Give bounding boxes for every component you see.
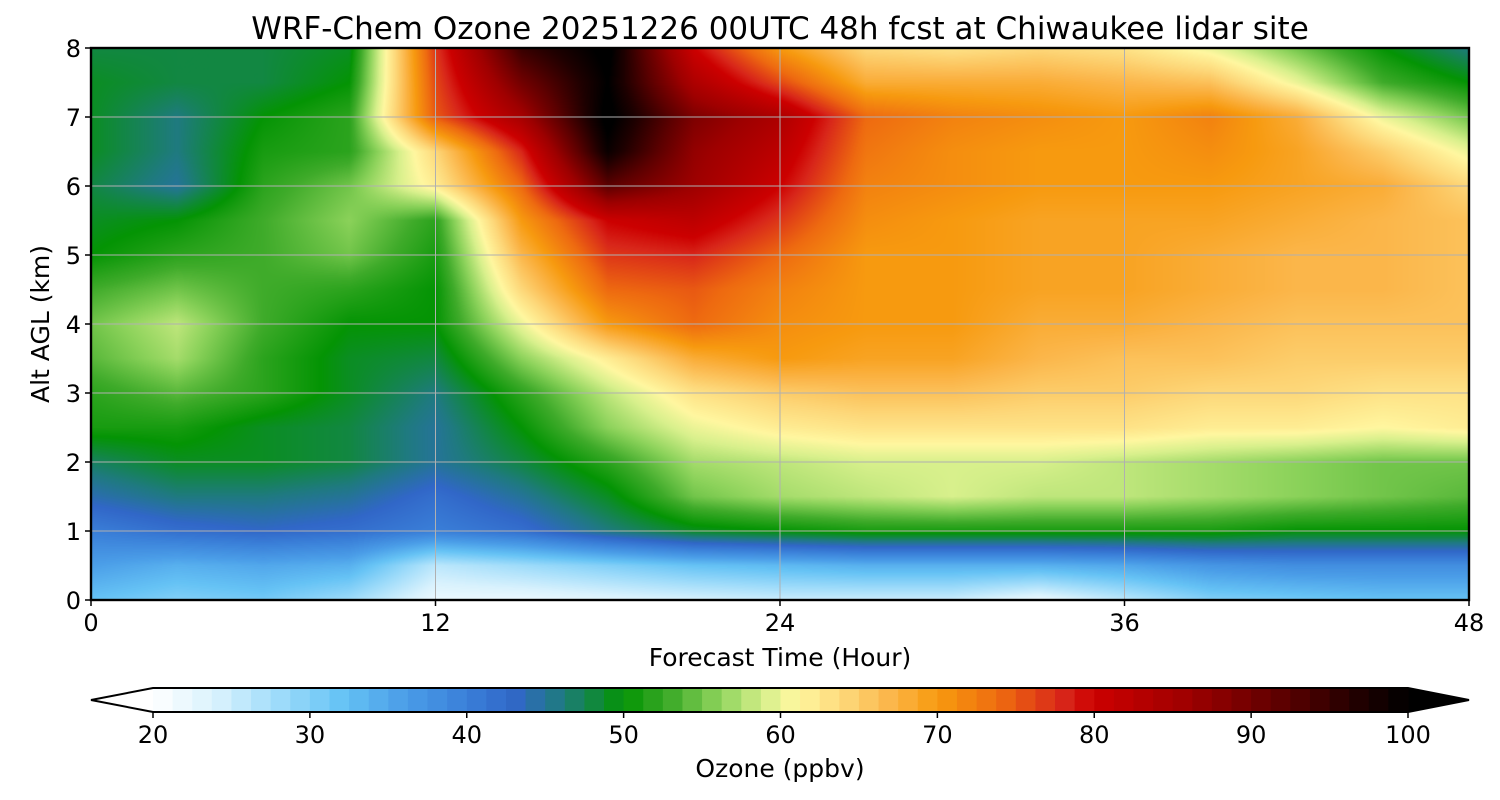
colorbar-swatch bbox=[1094, 688, 1115, 712]
x-tick-label: 48 bbox=[1454, 609, 1485, 637]
colorbar-swatch bbox=[1113, 688, 1135, 712]
colorbar-swatch bbox=[721, 688, 742, 712]
colorbar-tick-label: 90 bbox=[1236, 721, 1267, 749]
colorbar-swatch bbox=[427, 688, 448, 712]
colorbar-swatch bbox=[1388, 688, 1409, 712]
colorbar-swatch bbox=[1368, 688, 1389, 712]
y-tick-label: 1 bbox=[66, 518, 81, 546]
colorbar-swatch bbox=[505, 688, 527, 712]
x-tick-label: 36 bbox=[1109, 609, 1140, 637]
colorbar-tick-label: 50 bbox=[608, 721, 639, 749]
colorbar-swatch bbox=[839, 688, 860, 712]
x-tick-label: 24 bbox=[765, 609, 796, 637]
colorbar bbox=[90, 687, 1470, 713]
colorbar-max-extension bbox=[1408, 688, 1469, 712]
colorbar-tick-label: 100 bbox=[1385, 721, 1431, 749]
colorbar-tick-label: 60 bbox=[765, 721, 796, 749]
y-tick-label: 5 bbox=[66, 242, 81, 270]
colorbar-swatch bbox=[290, 688, 311, 712]
colorbar-swatch bbox=[623, 688, 644, 712]
colorbar-swatch bbox=[153, 688, 174, 712]
colorbar-swatch bbox=[564, 688, 586, 712]
colorbar-ticks: 20 30 40 50 60 70 80 90 100 bbox=[138, 712, 1431, 749]
colorbar-swatch bbox=[368, 688, 389, 712]
colorbar-swatch bbox=[1153, 688, 1174, 712]
colorbar-swatch bbox=[976, 688, 997, 712]
y-tick-label: 2 bbox=[66, 449, 81, 477]
colorbar-swatch bbox=[1055, 688, 1076, 712]
colorbar-swatch bbox=[682, 688, 703, 712]
y-tick-label: 7 bbox=[66, 104, 81, 132]
colorbar-swatch bbox=[211, 688, 233, 712]
colorbar-tick-label: 80 bbox=[1079, 721, 1110, 749]
colorbar-swatch bbox=[1074, 688, 1095, 712]
colorbar-swatch bbox=[702, 688, 723, 712]
colorbar-swatch bbox=[917, 688, 938, 712]
colorbar-swatch bbox=[741, 688, 762, 712]
colorbar-swatch bbox=[937, 688, 958, 712]
chart-title: WRF-Chem Ozone 20251226 00UTC 48h fcst a… bbox=[251, 11, 1309, 47]
colorbar-swatch bbox=[270, 688, 291, 712]
colorbar-swatch bbox=[1172, 688, 1193, 712]
colorbar-swatch bbox=[1231, 688, 1252, 712]
colorbar-swatch bbox=[309, 688, 331, 712]
colorbar-swatch bbox=[1192, 688, 1213, 712]
colorbar-swatch bbox=[898, 688, 919, 712]
colorbar-swatch bbox=[172, 688, 193, 712]
y-tick-label: 8 bbox=[66, 35, 81, 63]
colorbar-swatch bbox=[388, 688, 409, 712]
colorbar-swatch bbox=[1290, 688, 1311, 712]
colorbar-swatch bbox=[1015, 688, 1037, 712]
y-tick-label: 6 bbox=[66, 173, 81, 201]
colorbar-tick-label: 30 bbox=[295, 721, 326, 749]
colorbar-swatch bbox=[1035, 688, 1056, 712]
colorbar-swatch bbox=[407, 688, 429, 712]
colorbar-swatch bbox=[780, 688, 801, 712]
colorbar-swatch bbox=[329, 688, 350, 712]
y-tick-label: 0 bbox=[66, 587, 81, 615]
x-tick-label: 0 bbox=[83, 609, 98, 637]
y-axis-label: Alt AGL (km) bbox=[26, 245, 55, 403]
colorbar-tick-label: 20 bbox=[138, 721, 169, 749]
colorbar-swatch bbox=[662, 688, 684, 712]
colorbar-swatch bbox=[956, 688, 978, 712]
colorbar-swatch bbox=[251, 688, 272, 712]
colorbar-swatch bbox=[1309, 688, 1331, 712]
colorbar-swatch bbox=[760, 688, 782, 712]
colorbar-swatch bbox=[584, 688, 605, 712]
x-axis: 0 12 24 36 48 bbox=[83, 600, 1484, 637]
colorbar-swatch bbox=[996, 688, 1017, 712]
colorbar-swatch bbox=[643, 688, 664, 712]
colorbar-swatch bbox=[486, 688, 507, 712]
y-tick-label: 4 bbox=[66, 311, 81, 339]
colorbar-swatch bbox=[545, 688, 566, 712]
y-axis: 0 1 2 3 4 5 6 7 8 bbox=[66, 35, 91, 615]
colorbar-swatch bbox=[858, 688, 880, 712]
colorbar-swatch bbox=[1251, 688, 1272, 712]
colorbar-swatch bbox=[1133, 688, 1154, 712]
colorbar-swatch bbox=[447, 688, 468, 712]
colorbar-min-extension bbox=[91, 688, 153, 712]
colorbar-swatch bbox=[604, 688, 625, 712]
colorbar-swatch bbox=[349, 688, 370, 712]
colorbar-swatch bbox=[466, 688, 487, 712]
colorbar-swatch bbox=[1349, 688, 1370, 712]
colorbar-swatch bbox=[1211, 688, 1233, 712]
colorbar-swatch bbox=[525, 688, 546, 712]
x-tick-label: 12 bbox=[420, 609, 451, 637]
colorbar-swatch bbox=[878, 688, 899, 712]
colorbar-label: Ozone (ppbv) bbox=[695, 754, 864, 783]
colorbar-swatch bbox=[231, 688, 252, 712]
colorbar-tick-label: 40 bbox=[451, 721, 482, 749]
colorbar-swatch bbox=[192, 688, 213, 712]
x-axis-label: Forecast Time (Hour) bbox=[649, 643, 912, 672]
y-tick-label: 3 bbox=[66, 380, 81, 408]
colorbar-swatch bbox=[819, 688, 840, 712]
colorbar-swatch bbox=[800, 688, 821, 712]
colorbar-swatch bbox=[1270, 688, 1291, 712]
colorbar-tick-label: 70 bbox=[922, 721, 953, 749]
colorbar-swatch bbox=[1329, 688, 1350, 712]
